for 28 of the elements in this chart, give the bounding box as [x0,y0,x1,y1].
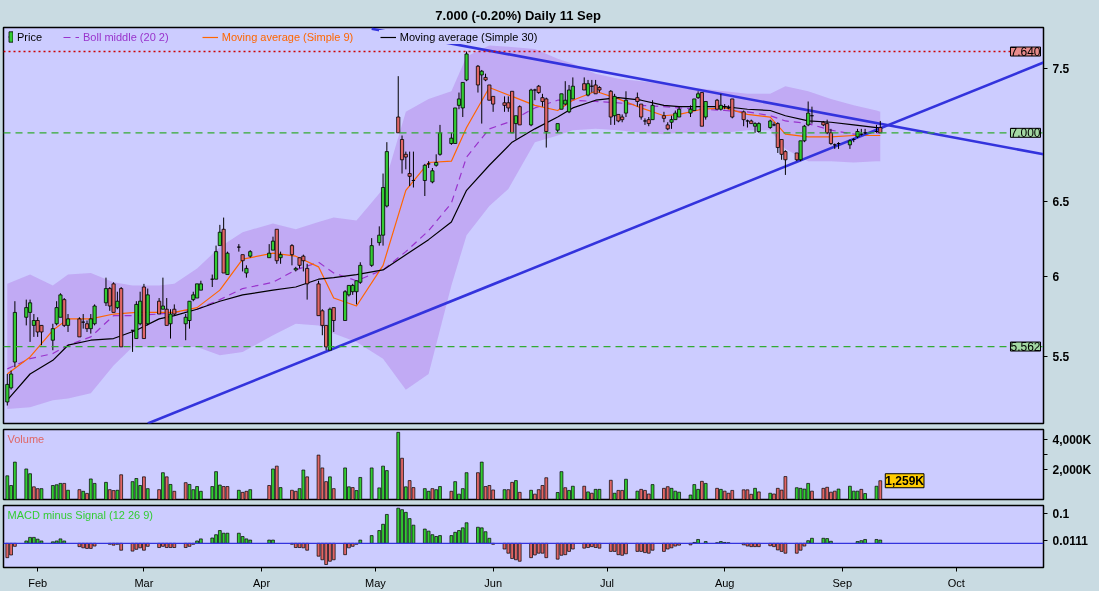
ref-line-label: 7.000 [1010,126,1041,141]
y-tick-label: 7.5 [1052,62,1070,77]
y-tick-label: 0.0111 [1052,533,1089,548]
y-tick-label: 5.5 [1052,350,1070,365]
annotation: 1,259K [885,473,925,488]
x-tick-label: Jun [484,576,503,589]
ref-line-label: 5.562 [1010,340,1041,355]
legend-label: Moving average (Simple 9) [221,31,354,43]
x-tick-label: Sep [832,576,853,589]
text: MACD minus Signal (12 26 9) [7,508,154,521]
series-label: Volume [7,432,45,445]
x-tick-label: Aug [714,576,735,589]
x-tick-label: Oct [947,576,965,589]
y-tick-label: 4,000K [1052,432,1092,447]
legend-label: Boll middle (20 2) [83,31,169,43]
x-tick-label: Feb [28,576,48,589]
legend-label: Moving average (Simple 30) [399,31,538,43]
ref-line-label: 7.640 [1010,45,1041,60]
legend-label: Price [17,30,43,43]
y-tick-label: 6.5 [1052,195,1070,210]
x-tick-label: Jul [599,576,615,589]
x-tick-label: May [365,576,387,589]
y-tick-label: 2,000K [1052,462,1092,477]
y-tick-label: 6 [1052,269,1060,284]
chart-title: 7.000 (-0.20%) Daily 11 Sep [435,7,601,23]
y-tick-label: 0.1 [1052,507,1070,522]
x-tick-label: Mar [134,576,154,589]
x-tick-label: Apr [253,576,271,589]
